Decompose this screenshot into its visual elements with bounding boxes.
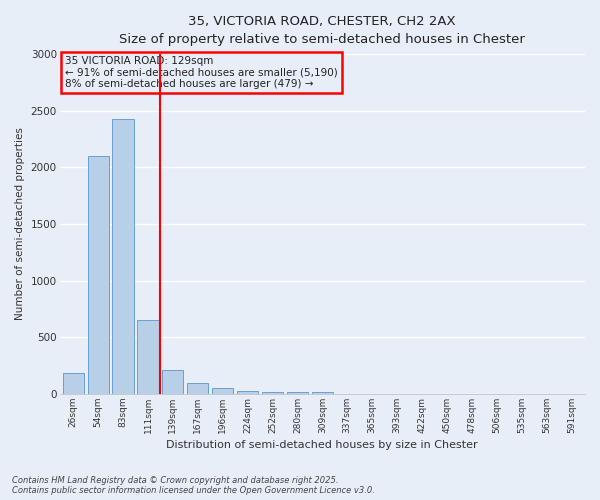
Bar [312, 392, 333, 394]
Bar [88, 156, 109, 394]
Bar [262, 392, 283, 394]
X-axis label: Distribution of semi-detached houses by size in Chester: Distribution of semi-detached houses by … [166, 440, 478, 450]
Bar [112, 118, 134, 394]
Bar [212, 388, 233, 394]
Y-axis label: Number of semi-detached properties: Number of semi-detached properties [15, 128, 25, 320]
Bar [187, 383, 208, 394]
Text: 35 VICTORIA ROAD: 129sqm
← 91% of semi-detached houses are smaller (5,190)
8% of: 35 VICTORIA ROAD: 129sqm ← 91% of semi-d… [65, 56, 338, 89]
Title: 35, VICTORIA ROAD, CHESTER, CH2 2AX
Size of property relative to semi-detached h: 35, VICTORIA ROAD, CHESTER, CH2 2AX Size… [119, 15, 525, 46]
Bar [163, 370, 184, 394]
Bar [137, 320, 158, 394]
Bar [62, 373, 84, 394]
Bar [237, 390, 258, 394]
Bar [287, 392, 308, 394]
Text: Contains HM Land Registry data © Crown copyright and database right 2025.
Contai: Contains HM Land Registry data © Crown c… [12, 476, 375, 495]
